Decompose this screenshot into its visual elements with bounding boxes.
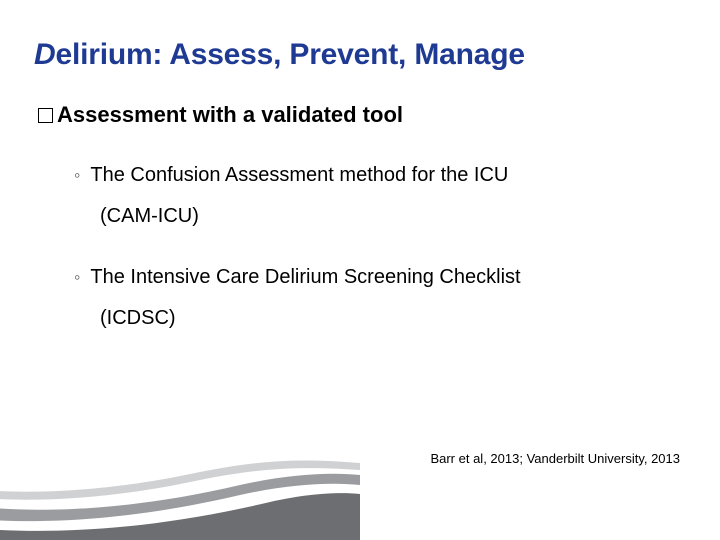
level2-bullet: ◦ The Confusion Assessment method for th… [74,162,686,189]
bullet-list: Assessment with a validated tool ◦ The C… [38,102,686,332]
circle-bullet-icon: ◦ [74,163,80,187]
level2-continuation: (CAM-ICU) [100,203,686,230]
circle-bullet-icon: ◦ [74,265,80,289]
level1-text: Assessment with a validated tool [57,102,403,128]
title-rest: elirium: Assess, Prevent, Manage [55,38,524,71]
level1-bullet: Assessment with a validated tool [38,102,686,128]
level1-rest: with a validated tool [187,102,403,127]
level2-bullet: ◦ The Intensive Care Delirium Screening … [74,264,686,291]
level1-bold: Assessment [57,102,187,127]
level2-continuation: (ICDSC) [100,305,686,332]
title-initial-italic: D [34,38,55,71]
citation-text: Barr et al, 2013; Vanderbilt University,… [430,451,680,466]
level2-text: The Intensive Care Delirium Screening Ch… [90,264,520,291]
slide: Delirium: Assess, Prevent, Manage Assess… [0,0,720,540]
level2-text: The Confusion Assessment method for the … [90,162,508,189]
square-bullet-icon [38,108,53,123]
swoosh-decoration-icon [0,430,360,540]
slide-title: Delirium: Assess, Prevent, Manage [34,38,686,72]
